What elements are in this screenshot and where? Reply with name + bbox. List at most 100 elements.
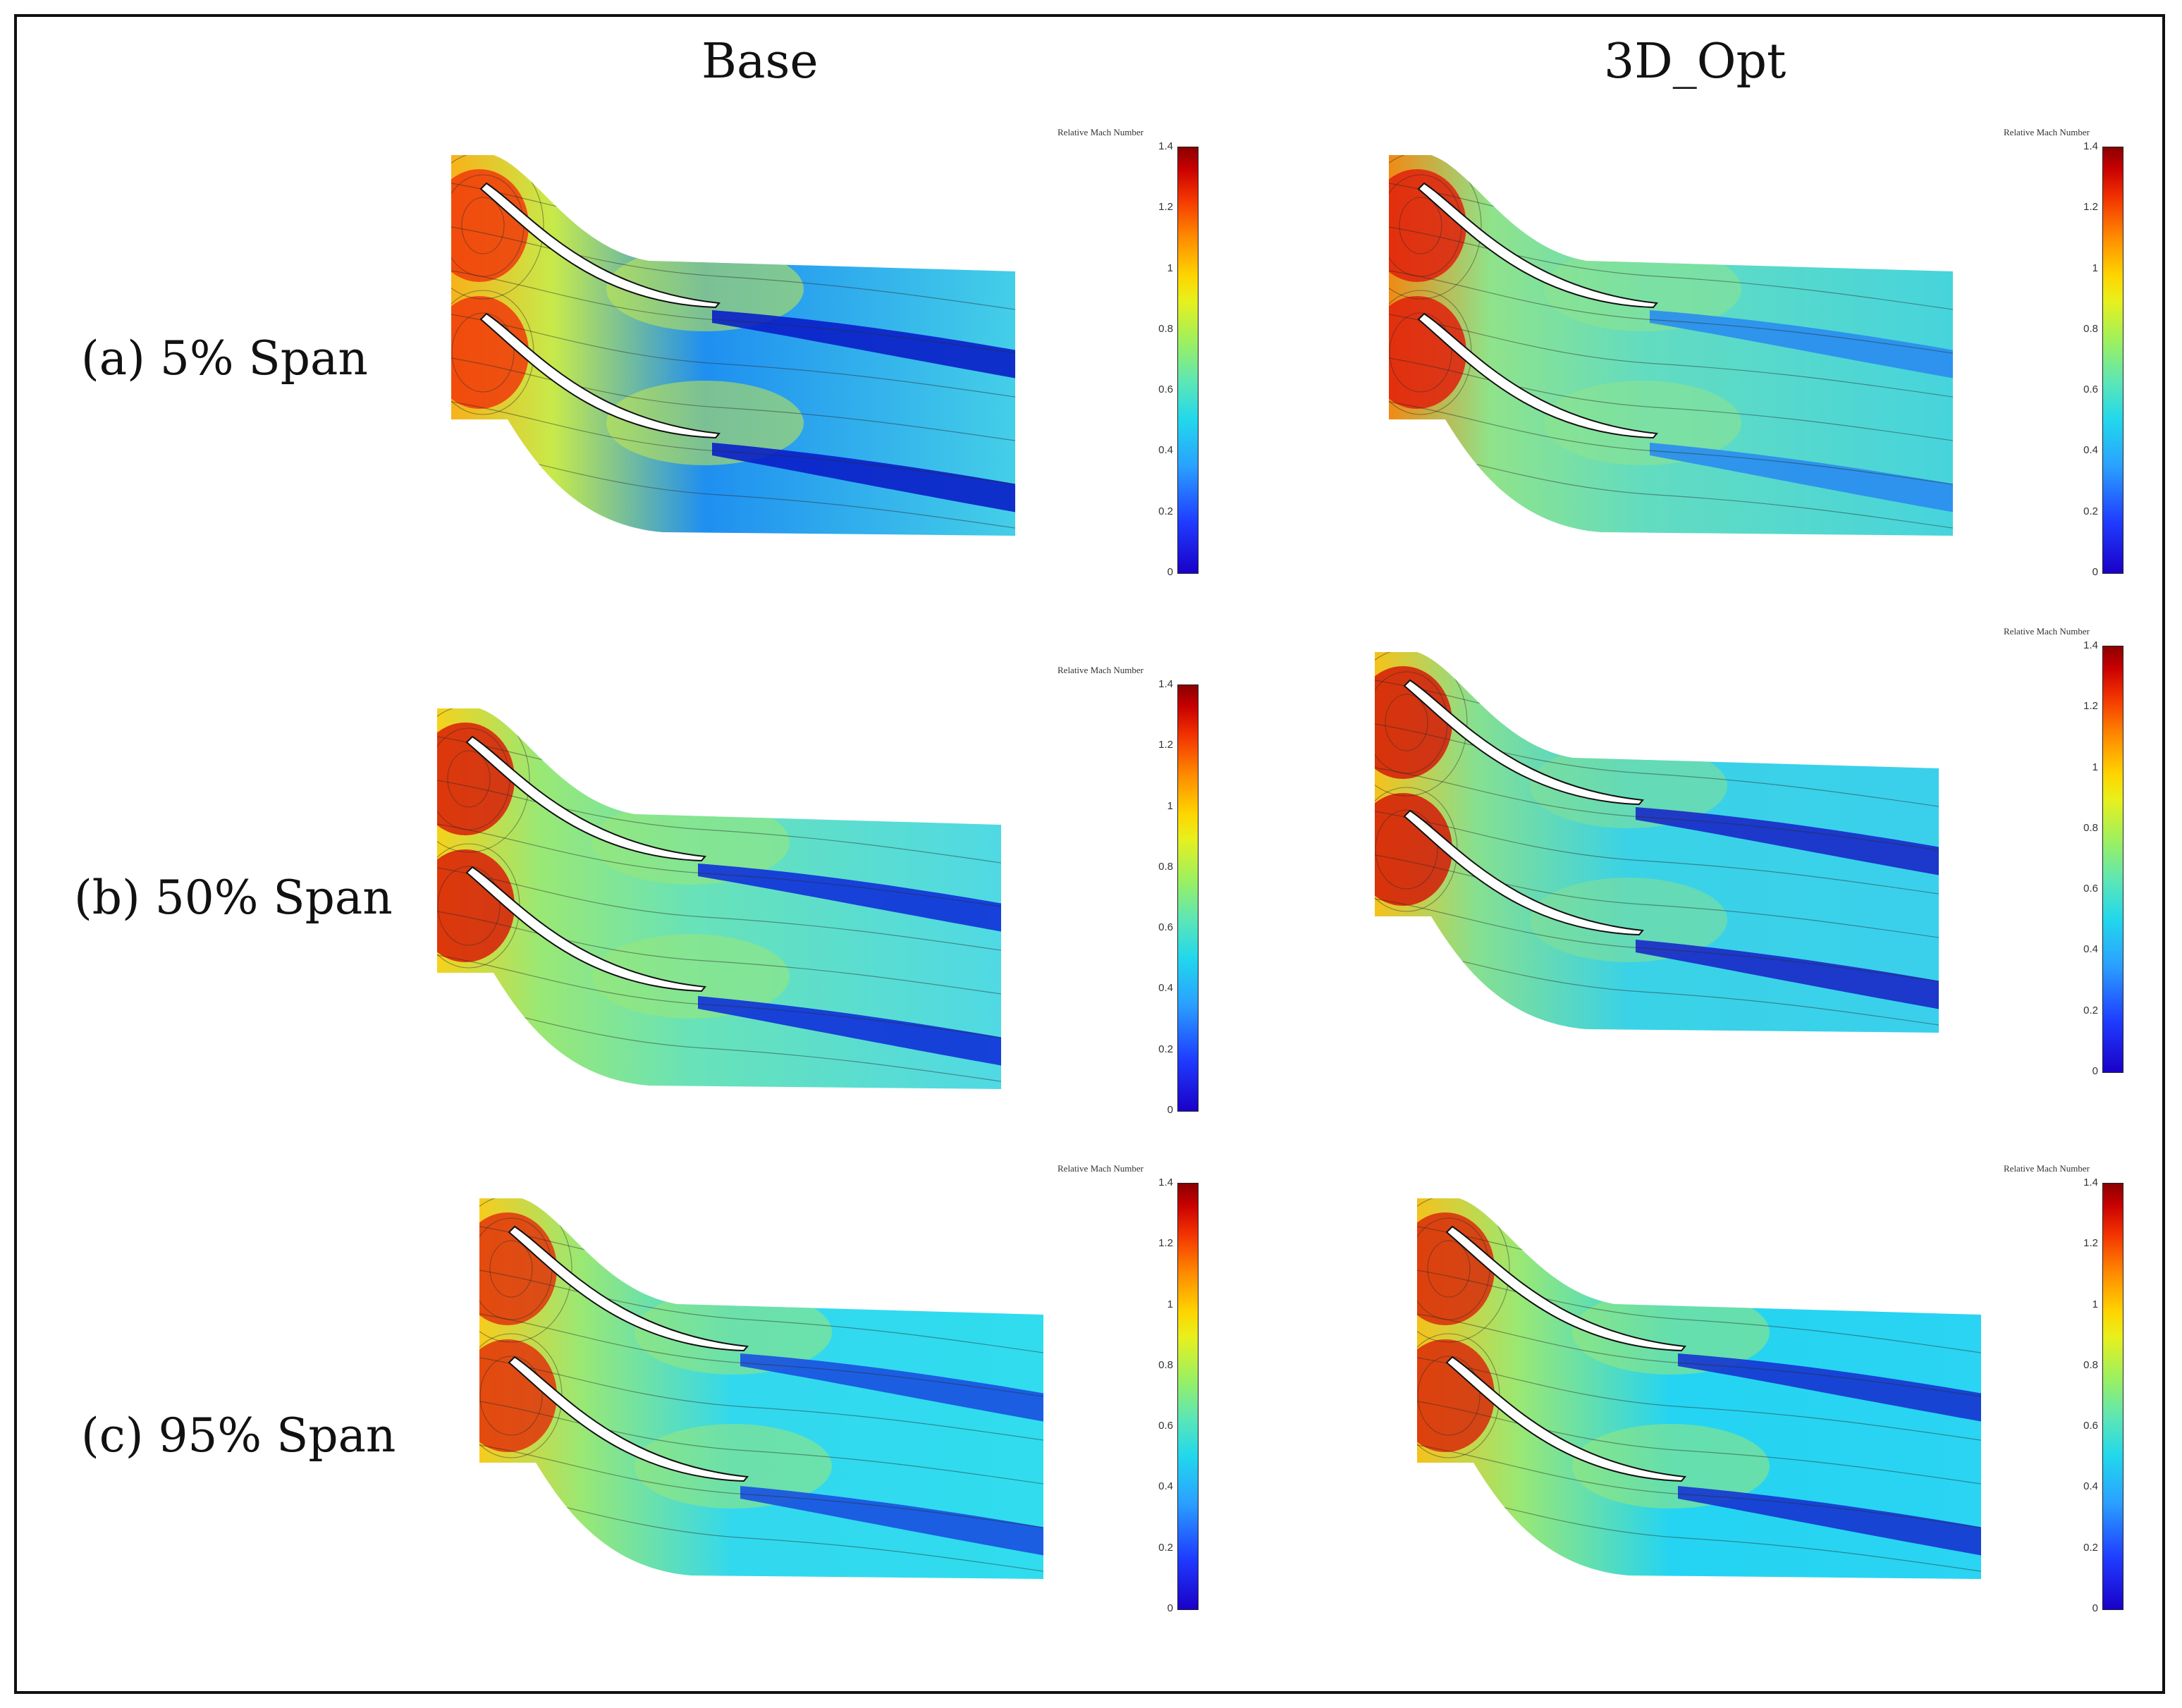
colorbar-tick-label: 0.6 bbox=[2083, 883, 2098, 895]
blade-upper bbox=[1417, 182, 1658, 309]
colorbar-tick-label: 1.2 bbox=[1158, 1237, 1173, 1250]
colorbar-tick-label: 0 bbox=[1167, 1602, 1173, 1614]
contour-line bbox=[1375, 811, 1939, 897]
flow-domain bbox=[1389, 155, 1953, 536]
colorbar-tick-label: 0.2 bbox=[1158, 1541, 1173, 1554]
colorbar-tick-label: 0.4 bbox=[2083, 1480, 2098, 1493]
colorbar-tick-label: 0.6 bbox=[1158, 921, 1173, 934]
colorbar-tick-label: 0 bbox=[2092, 1602, 2098, 1614]
wake-upper bbox=[698, 864, 1001, 934]
mid-band-upper bbox=[606, 247, 804, 331]
row-label-50-span: (b) 50% Span bbox=[74, 871, 393, 925]
mid-band-lower bbox=[635, 1424, 832, 1509]
colorbar-tick-label: 1 bbox=[2092, 1298, 2098, 1310]
wake-lower bbox=[1636, 940, 1939, 1012]
blade-lower bbox=[479, 312, 721, 439]
hotspot-lower bbox=[1375, 793, 1452, 906]
contour-line bbox=[1375, 767, 1939, 853]
colorbar-tick-label: 0.6 bbox=[2083, 1420, 2098, 1432]
blade-upper bbox=[465, 735, 706, 862]
contour-panel-b-base bbox=[437, 694, 1072, 1103]
contour-line bbox=[447, 750, 491, 808]
contour-line bbox=[451, 401, 1015, 487]
contour-line bbox=[461, 197, 505, 254]
colorbar-title: Relative Mach Number bbox=[2004, 127, 2090, 137]
contour-plot bbox=[451, 155, 1015, 536]
wake-upper bbox=[1678, 1353, 1981, 1424]
colorbar-gradient bbox=[1177, 147, 1199, 574]
colorbar-tick-label: 0.6 bbox=[2083, 383, 2098, 396]
colorbar-tick-label: 1.2 bbox=[1158, 201, 1173, 214]
contour-line bbox=[489, 1240, 533, 1298]
contour-line bbox=[1417, 1270, 1981, 1356]
contour-line bbox=[479, 1198, 572, 1343]
contour-line bbox=[437, 708, 530, 853]
contour-line bbox=[1375, 723, 1939, 809]
colorbar-tick-label: 0.2 bbox=[2083, 1541, 2098, 1554]
wake-lower bbox=[740, 1486, 1043, 1558]
contour-plot bbox=[437, 708, 1001, 1089]
contour-line bbox=[1389, 270, 1953, 356]
blade-upper bbox=[1403, 679, 1644, 806]
hotspot-lower bbox=[1417, 1339, 1495, 1452]
colorbar-tick-label: 0.6 bbox=[1158, 1420, 1173, 1432]
contour-line bbox=[479, 1356, 543, 1436]
colorbar-tick-label: 1.4 bbox=[2083, 140, 2098, 152]
colorbar-tick-label: 0.8 bbox=[2083, 821, 2098, 834]
colorbar-tick-label: 0.2 bbox=[2083, 505, 2098, 517]
colorbar-tick-label: 1.2 bbox=[1158, 739, 1173, 751]
contour-panel-a-base bbox=[451, 141, 1086, 550]
hotspot-lower bbox=[1389, 296, 1466, 409]
mid-band-lower bbox=[1544, 381, 1741, 465]
wake-upper bbox=[740, 1353, 1043, 1424]
contour-line bbox=[1375, 854, 1939, 940]
mid-band-lower bbox=[1572, 1424, 1770, 1509]
contour-line bbox=[1375, 652, 1468, 797]
flow-domain bbox=[479, 1198, 1043, 1579]
row-label-5-span: (a) 5% Span bbox=[81, 331, 368, 386]
row-label-95-span: (c) 95% Span bbox=[81, 1408, 396, 1463]
colorbar-tick-label: 0.8 bbox=[1158, 1358, 1173, 1371]
contour-layer bbox=[1389, 155, 1953, 536]
contour-line bbox=[479, 1444, 1043, 1530]
colorbar-tick-label: 0.2 bbox=[1158, 1043, 1173, 1055]
column-title-base: Base bbox=[701, 34, 819, 90]
colorbar-tick-label: 0 bbox=[1167, 566, 1173, 578]
wake-lower bbox=[1678, 1486, 1981, 1558]
contour-panel-c-base bbox=[479, 1184, 1114, 1593]
colorbar-tick-label: 0.4 bbox=[2083, 943, 2098, 956]
colorbar-tick-label: 1 bbox=[2092, 761, 2098, 773]
blade-lower bbox=[1417, 312, 1658, 439]
contour-plot bbox=[1417, 1198, 1981, 1579]
contour-line bbox=[479, 1270, 1043, 1356]
contour-line bbox=[1389, 155, 1482, 300]
wake-lower bbox=[698, 996, 1001, 1068]
colorbar-tick-label: 0 bbox=[2092, 1065, 2098, 1077]
colorbar-tick-label: 0.6 bbox=[1158, 383, 1173, 396]
contour-plot bbox=[1389, 155, 1953, 536]
hotspot-lower bbox=[479, 1339, 557, 1452]
figure-frame bbox=[14, 14, 2165, 1694]
blade-lower bbox=[508, 1356, 749, 1482]
colorbar-tick-label: 0.2 bbox=[2083, 1004, 2098, 1016]
mid-band-upper bbox=[635, 1290, 832, 1375]
contour-layer bbox=[451, 155, 1015, 536]
column-title-3d-opt: 3D_Opt bbox=[1604, 34, 1786, 90]
contour-panel-b-opt bbox=[1375, 638, 2009, 1047]
colorbar-tick-label: 1.2 bbox=[2083, 201, 2098, 214]
contour-line bbox=[451, 357, 1015, 443]
colorbar-tick-label: 1.4 bbox=[1158, 140, 1173, 152]
colorbar-tick-label: 0.4 bbox=[1158, 982, 1173, 995]
wake-upper bbox=[1636, 807, 1939, 878]
contour-line bbox=[451, 314, 1015, 400]
contour-layer bbox=[437, 708, 1001, 1089]
contour-line bbox=[1417, 1401, 1981, 1487]
colorbar-gradient bbox=[1177, 1183, 1199, 1610]
colorbar-tick-label: 0.8 bbox=[2083, 322, 2098, 335]
contour-line bbox=[1375, 809, 1438, 890]
contour-line bbox=[437, 823, 1001, 909]
colorbar-gradient bbox=[2102, 1183, 2123, 1610]
colorbar-tick-label: 1 bbox=[1167, 262, 1173, 274]
contour-line bbox=[437, 866, 501, 946]
